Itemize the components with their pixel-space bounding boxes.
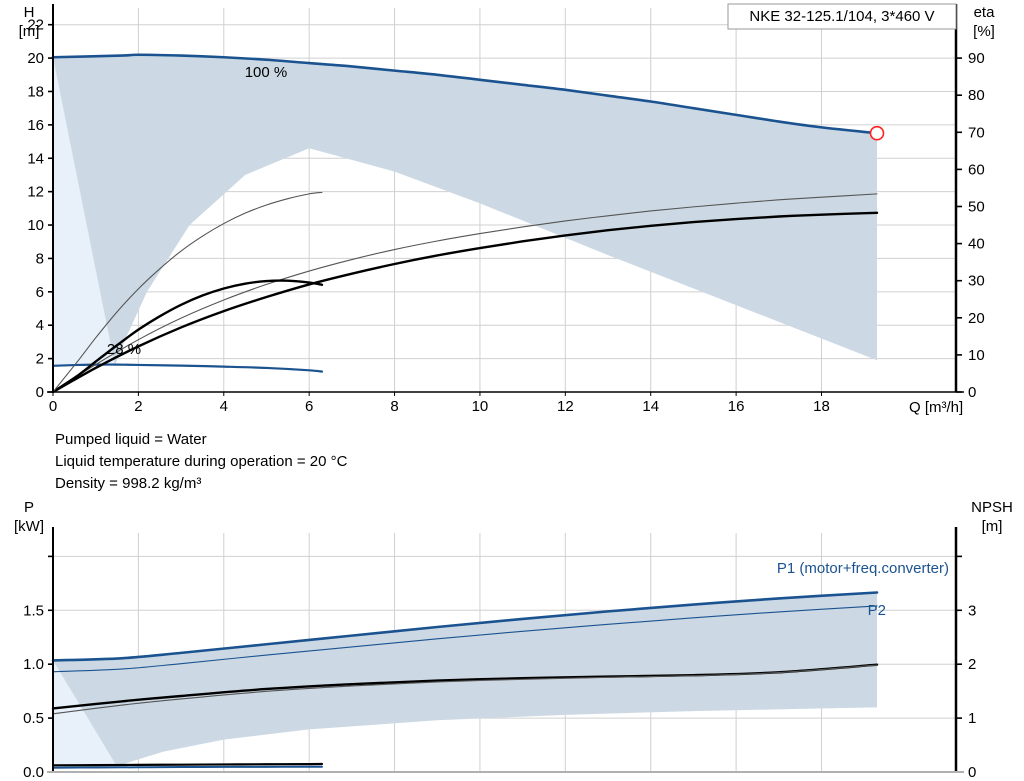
bottom-y-left-axis-label-line1: P	[24, 499, 34, 516]
bottom-y-left-tick-label: 1.0	[23, 656, 44, 673]
top-chart-group: 0 2 4 6 8 10 12 14 16 18 0 2 4 6 8 10 12 14 16 18 20 22 0 10 20 3…	[19, 4, 996, 416]
top-y-left-tick-label: 20	[27, 50, 44, 67]
top-chart-tick-labels: 0 2 4 6 8 10 12 14 16 18 0 2 4 6 8 10 12 14 16 18 20 22 0 10 20 3…	[27, 17, 984, 415]
top-curve	[52, 193, 878, 393]
top-y-right-tick-label: 20	[968, 310, 985, 327]
top-y-left-tick-label: 0	[36, 384, 44, 401]
top-curve	[51, 363, 324, 373]
speed-label-28-percent: 28 %	[107, 341, 141, 358]
top-y-right-tick-label: 70	[968, 124, 985, 141]
top-x-tick-label: 18	[813, 398, 830, 415]
top-x-tick-label: 8	[390, 398, 398, 415]
top-x-tick-label: 12	[557, 398, 574, 415]
top-curve	[52, 191, 323, 393]
info-pumped-liquid: Pumped liquid = Water	[55, 431, 207, 448]
bottom-chart-axes	[47, 527, 964, 773]
bottom-chart-tick-labels: 0.0 0.5 1.0 1.5 0 1 2 3	[23, 602, 976, 781]
top-y-right-tick-label: 40	[968, 236, 985, 253]
bottom-y-right-axis-label-line1: NPSH	[971, 499, 1013, 516]
top-x-tick-label: 16	[728, 398, 745, 415]
speed-label-100-percent: 100 %	[245, 64, 288, 81]
top-y-left-tick-label: 10	[27, 217, 44, 234]
top-y-left-axis-label-line2: [m]	[19, 23, 40, 40]
bottom-y-right-tick-label: 0	[968, 764, 976, 781]
bottom-chart-curves	[51, 591, 879, 769]
bottom-curve	[52, 664, 878, 715]
top-y-left-tick-label: 2	[36, 351, 44, 368]
top-x-tick-label: 0	[49, 398, 57, 415]
top-operating-envelope-dark	[53, 55, 877, 366]
info-density: Density = 998.2 kg/m³	[55, 475, 201, 492]
top-y-left-tick-label: 6	[36, 284, 44, 301]
p2-curve-label: P2	[868, 602, 886, 619]
top-curve	[51, 279, 324, 394]
top-chart-bands	[53, 55, 877, 366]
top-y-right-tick-label: 10	[968, 347, 985, 364]
bottom-y-right-tick-label: 2	[968, 656, 976, 673]
bottom-y-left-tick-label: 0.5	[23, 710, 44, 727]
bottom-curve	[51, 762, 324, 767]
top-y-right-tick-label: 30	[968, 273, 985, 290]
top-y-right-tick-label: 0	[968, 384, 976, 401]
duty-point-circle[interactable]	[869, 125, 885, 141]
top-x-tick-label: 10	[472, 398, 489, 415]
top-x-axis-label: Q [m³/h]	[909, 399, 963, 416]
top-y-right-tick-label: 80	[968, 87, 985, 104]
bottom-y-left-tick-label: 0.0	[23, 764, 44, 781]
bottom-y-right-axis-label-line2: [m]	[982, 518, 1003, 535]
bottom-curve	[51, 591, 879, 662]
top-y-left-tick-label: 22	[27, 17, 44, 34]
top-y-left-tick-label: 14	[27, 150, 44, 167]
bottom-curve	[52, 765, 323, 769]
chart-title-box: NKE 32-125.1/104, 3*460 V	[727, 3, 957, 30]
chart-title-box-frame	[727, 3, 957, 30]
p1-curve-label: P1 (motor+freq.converter)	[777, 560, 949, 577]
top-y-right-axis-label-line2: [%]	[973, 23, 995, 40]
bottom-y-right-tick-label: 1	[968, 710, 976, 727]
bottom-y-left-tick-label: 1.5	[23, 602, 44, 619]
top-x-tick-label: 6	[305, 398, 313, 415]
top-x-tick-label: 2	[134, 398, 142, 415]
top-y-right-tick-label: 90	[968, 50, 985, 67]
top-y-left-tick-label: 4	[36, 317, 44, 334]
chart-title-text: NKE 32-125.1/104, 3*460 V	[749, 8, 934, 25]
top-x-tick-label: 14	[642, 398, 659, 415]
top-curve	[51, 53, 879, 135]
bottom-y-right-tick-label: 3	[968, 602, 976, 619]
info-liquid-temperature: Liquid temperature during operation = 20…	[55, 453, 348, 470]
top-y-right-axis-label-line1: eta	[974, 4, 996, 21]
top-y-right-tick-label: 60	[968, 161, 985, 178]
top-chart-axes	[47, 4, 964, 396]
top-y-left-tick-label: 16	[27, 117, 44, 134]
bottom-chart-group: 0.0 0.5 1.0 1.5 0 1 2 3 P [kW] NPSH [m] P1 (mot…	[14, 499, 1013, 781]
top-chart-curves	[51, 53, 879, 394]
top-y-left-axis-label-line1: H	[24, 4, 35, 21]
liquid-info-block: Pumped liquid = Water Liquid temperature…	[55, 431, 348, 492]
top-y-left-tick-label: 18	[27, 83, 44, 100]
top-x-tick-label: 4	[220, 398, 228, 415]
top-curve	[51, 211, 879, 394]
top-y-left-tick-label: 12	[27, 184, 44, 201]
bottom-curve	[52, 605, 878, 673]
bottom-y-left-axis-label-line2: [kW]	[14, 518, 44, 535]
top-y-right-tick-label: 50	[968, 198, 985, 215]
duty-point-marker[interactable]	[869, 125, 885, 141]
top-y-left-tick-label: 8	[36, 250, 44, 267]
